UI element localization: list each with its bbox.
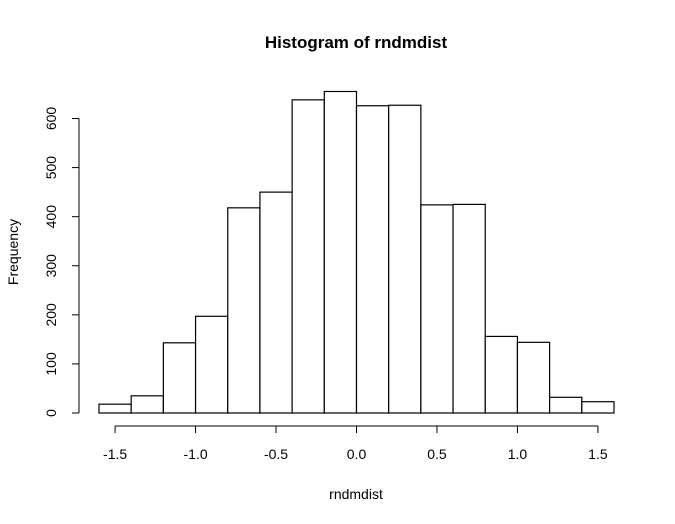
x-tick-label: -0.5 <box>264 446 288 462</box>
histogram-bar <box>581 401 615 414</box>
y-tick-label: 200 <box>43 303 59 327</box>
y-tick-label: 400 <box>43 205 59 229</box>
x-tick-label: 0.0 <box>347 446 367 462</box>
histogram-bar <box>130 395 164 414</box>
y-tick-label: 100 <box>43 352 59 376</box>
histogram-bar <box>162 342 197 414</box>
x-tick-label: -1.0 <box>184 446 208 462</box>
histogram-bar <box>355 105 390 414</box>
bar-group <box>98 90 615 414</box>
histogram-bar <box>291 99 325 414</box>
histogram-bar <box>388 104 422 414</box>
histogram-bar <box>194 315 229 414</box>
histogram-bar <box>549 396 583 414</box>
y-tick-label: 500 <box>43 156 59 180</box>
x-tick-label: 1.5 <box>588 446 608 462</box>
x-tick-label: 1.0 <box>508 446 528 462</box>
histogram-bar <box>484 335 519 414</box>
histogram-bar <box>227 207 261 414</box>
y-axis: 0 100 200 300 400 500 600 <box>43 107 80 417</box>
y-tick-label: 300 <box>43 254 59 278</box>
histogram-bar <box>516 341 551 414</box>
histogram-bar <box>323 90 358 414</box>
histogram-bar <box>98 403 132 414</box>
x-tick-label: 0.5 <box>427 446 447 462</box>
chart-title: Histogram of rndmdist <box>265 33 448 52</box>
y-axis-title: Frequency <box>5 219 21 285</box>
y-tick-label: 0 <box>43 409 59 417</box>
histogram-bar <box>420 204 454 414</box>
histogram-bar <box>452 203 486 414</box>
x-axis: -1.5 -1.0 -0.5 0.0 0.5 1.0 1.5 <box>103 425 608 462</box>
x-tick-label: -1.5 <box>103 446 127 462</box>
x-axis-title: rndmdist <box>329 486 383 502</box>
y-tick-label: 600 <box>43 107 59 131</box>
histogram-bar <box>259 191 293 414</box>
